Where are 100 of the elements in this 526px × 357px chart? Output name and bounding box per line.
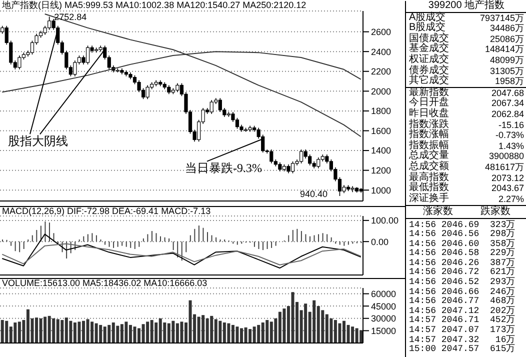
text: 14:56 2046.58 229万 <box>409 248 516 258</box>
bar <box>124 322 128 343</box>
category-label: 跌家数 <box>480 206 510 218</box>
bar <box>90 322 94 343</box>
category-label: 深证换手 <box>409 192 449 204</box>
candlestick <box>146 84 150 100</box>
text: 2047.68 <box>491 88 524 98</box>
category-label: 昨日收盘 <box>409 108 449 119</box>
bar <box>270 322 273 343</box>
bar <box>351 326 354 343</box>
bar <box>321 310 324 343</box>
text: 25086万 <box>490 34 524 44</box>
category-label: 其它成交 <box>409 75 449 86</box>
text: 14:56 2046.77 468万 <box>409 296 516 306</box>
bar <box>78 322 81 343</box>
bar <box>108 324 111 343</box>
bar <box>94 323 98 343</box>
bar <box>266 320 269 343</box>
y-tick-label: 1000 <box>371 185 392 196</box>
bar <box>172 320 175 343</box>
text: 7937145万 <box>480 12 524 23</box>
bar <box>227 323 230 343</box>
bar <box>176 323 179 343</box>
y-tick-label: 1200 <box>371 166 392 176</box>
bar <box>158 318 162 343</box>
category-label: 最高指数 <box>409 172 449 182</box>
candlestick <box>235 117 240 130</box>
bar <box>257 324 260 343</box>
bar <box>231 324 234 343</box>
bar <box>73 322 76 343</box>
bar <box>188 300 192 343</box>
category-label: 指数涨幅 <box>409 129 449 140</box>
bar <box>202 315 205 343</box>
text: 2043.67 <box>491 183 524 194</box>
text: 148414万 <box>484 44 524 54</box>
bar <box>0 320 4 343</box>
bar <box>214 319 218 343</box>
candlestick <box>270 149 274 164</box>
y-tick-label: 2600 <box>371 26 392 37</box>
category-label: 总成交量 <box>409 150 449 162</box>
bar <box>56 319 60 343</box>
text: 2062.84 <box>491 108 524 119</box>
category-label: 权证成交 <box>409 54 449 65</box>
bar <box>218 320 222 343</box>
bar <box>44 316 47 343</box>
text: 1958万 <box>494 76 524 86</box>
category-label: 最低指数 <box>409 182 449 194</box>
y-tick-label: 2200 <box>371 66 392 77</box>
bar <box>154 322 158 343</box>
bar <box>197 316 200 343</box>
bar <box>39 318 42 343</box>
category-label: 国债成交 <box>409 32 449 44</box>
category-label: 总成交额 <box>409 160 449 172</box>
bar <box>244 327 248 343</box>
text: 14:56 2046.66 246万 <box>409 286 516 297</box>
bar <box>112 322 115 343</box>
bar <box>355 328 358 343</box>
bar <box>128 324 132 343</box>
bar <box>146 322 150 343</box>
category-label: 指数涨跌 <box>409 118 449 130</box>
candlestick <box>218 98 222 112</box>
bar <box>64 318 68 343</box>
text: 48099万 <box>490 54 524 65</box>
bar <box>248 329 252 343</box>
y-tick-label: 30000 <box>371 314 396 324</box>
annotation: 2752.84 <box>54 12 87 22</box>
y-tick-label: 2400 <box>371 46 392 57</box>
bar <box>346 324 350 343</box>
text: 14:57 2046.71 452万 <box>409 315 516 326</box>
text: 14:57 2047.32 16万 <box>409 334 516 345</box>
y-tick-label: 15000 <box>371 326 396 336</box>
category-label: 债券成交 <box>409 64 449 76</box>
text: -0.73% <box>495 130 524 140</box>
text: 2.27% <box>498 194 524 204</box>
bar <box>278 312 282 343</box>
text: 14:56 2046.52 293万 <box>409 277 516 288</box>
bar <box>60 320 64 343</box>
bar <box>116 326 120 343</box>
bar <box>304 304 308 343</box>
text: 14:57 2047.07 173万 <box>409 325 516 336</box>
bar <box>52 318 56 343</box>
bar <box>252 326 256 343</box>
bar <box>99 324 102 343</box>
text: 31305万 <box>490 66 524 76</box>
text: 1.43% <box>498 140 524 151</box>
bar <box>163 322 166 343</box>
candlestick <box>290 161 295 174</box>
annotation: 940.40 <box>300 189 328 199</box>
candlestick <box>210 100 214 114</box>
y-tick-label: 1400 <box>371 146 392 156</box>
bar <box>360 330 363 343</box>
y-tick-label: 60000 <box>371 288 396 299</box>
bar <box>210 316 214 343</box>
text: 14:56 2046.72 621万 <box>409 267 516 278</box>
bar <box>103 326 106 343</box>
y-tick-label: 0.00 <box>371 236 389 247</box>
candlestick <box>18 55 22 70</box>
candlestick <box>316 157 320 169</box>
y-tick-label: 2000 <box>371 86 392 96</box>
candlestick <box>73 60 77 77</box>
